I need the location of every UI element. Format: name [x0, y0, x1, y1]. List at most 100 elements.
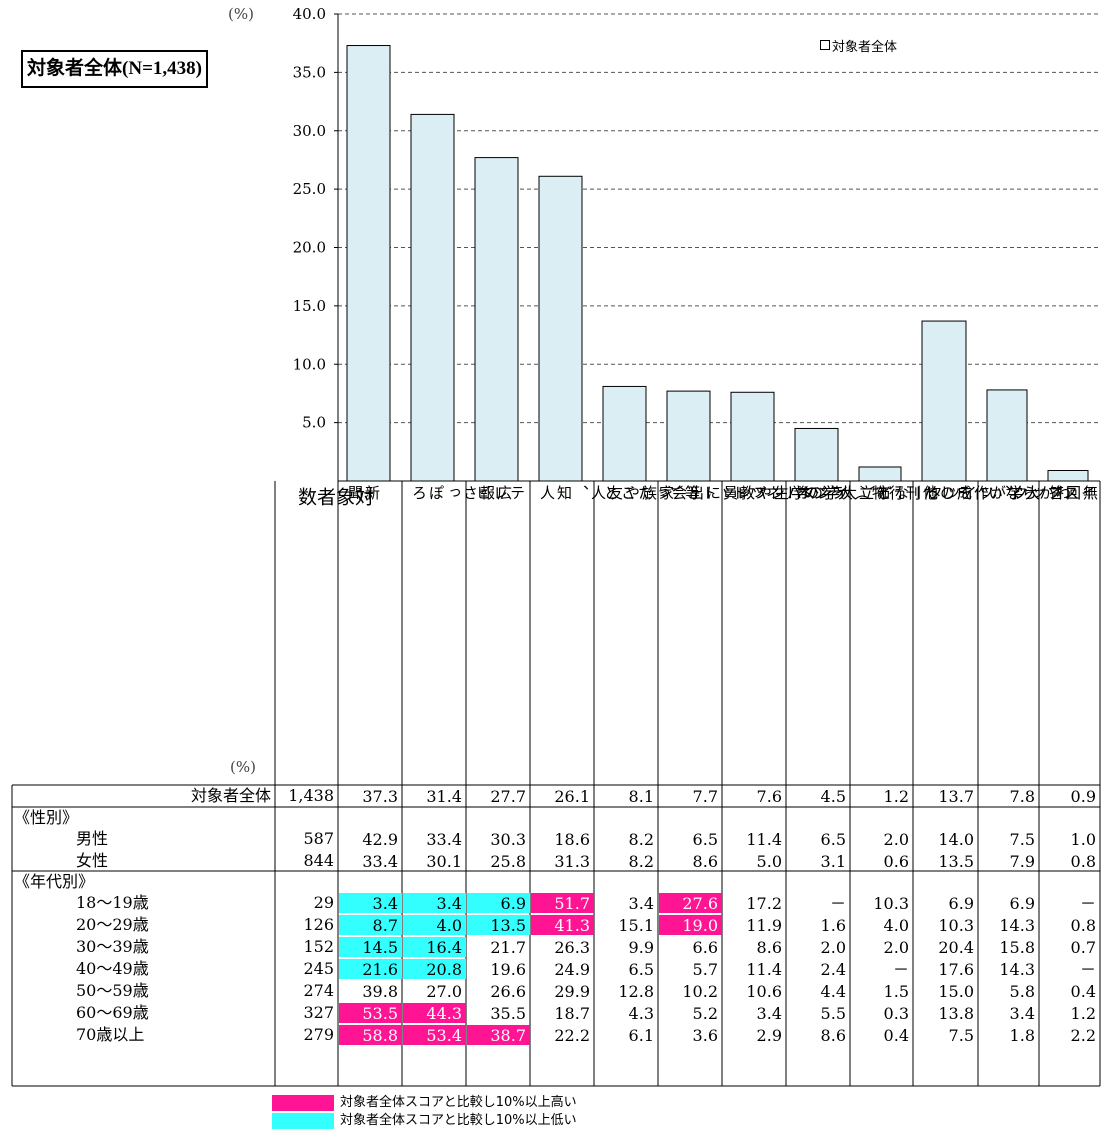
- bar-1: [346, 45, 391, 482]
- value-cell: 13.8: [938, 1004, 974, 1023]
- bar-11: [986, 389, 1028, 482]
- value-cell: 21.7: [490, 938, 526, 957]
- section-label: 《年代別》: [14, 872, 95, 891]
- chart-title: 対象者全体(N=1,438): [21, 50, 208, 88]
- value-cell: 25.8: [490, 852, 526, 871]
- bar-8: [794, 427, 839, 482]
- value-cell: 4.5: [820, 787, 846, 806]
- value-cell: 0.3: [883, 1004, 909, 1023]
- category-label: そ の 他: [921, 485, 973, 503]
- value-cell: 4.4: [820, 982, 846, 1001]
- row-label: 女性: [76, 851, 109, 870]
- value-cell: 15.1: [618, 916, 654, 935]
- category-label: 新 聞: [346, 485, 381, 503]
- value-cell: 7.6: [756, 787, 782, 806]
- value-cell: 4.3: [628, 1004, 654, 1023]
- table-unit: (%): [230, 758, 256, 776]
- category-label: Ｓ Ｎ Ｓ （ フ ェ イ ス ブ ッ ク 、 ツ イ ッ タ ー な ど ）: [858, 485, 1102, 503]
- value-cell: 38.7: [467, 1025, 530, 1045]
- value-cell: 22.2: [554, 1026, 590, 1045]
- value-cell: 7.5: [948, 1026, 974, 1045]
- value-cell: 0.7: [1070, 938, 1096, 957]
- value-cell: 3.4: [628, 894, 654, 913]
- bar-5: [602, 385, 647, 482]
- count-cell: 844: [303, 851, 334, 870]
- footnote-label: 対象者全体スコアと比較し10%以上高い: [340, 1095, 577, 1110]
- value-cell: 8.6: [756, 938, 782, 957]
- footnote-label: 対象者全体スコアと比較し10%以上低い: [340, 1113, 577, 1128]
- value-cell: 19.6: [490, 960, 526, 979]
- value-cell: 10.3: [873, 894, 909, 913]
- value-cell: 3.6: [692, 1026, 718, 1045]
- y-tick-label: 35.0: [293, 63, 326, 81]
- value-cell: －: [829, 894, 846, 913]
- value-cell: 21.6: [339, 959, 402, 979]
- category-label: わ か ら な い: [986, 485, 1072, 503]
- category-label: イ ン タ ー ネ ッ ト: [730, 485, 850, 503]
- value-cell: 1.2: [883, 787, 909, 806]
- bar-6: [666, 390, 711, 482]
- value-cell: 15.8: [999, 938, 1035, 957]
- value-cell: 12.8: [618, 982, 654, 1001]
- value-cell: 1.6: [820, 916, 846, 935]
- value-cell: 5.7: [692, 960, 718, 979]
- footnote: 対象者全体スコアと比較し10%以上低い: [272, 1113, 577, 1129]
- value-cell: 24.9: [554, 960, 590, 979]
- bar-3: [474, 157, 519, 482]
- value-cell: 5.8: [1009, 982, 1035, 1001]
- value-cell: 29.9: [554, 982, 590, 1001]
- category-label: 家 族 や 友 人 、 知 人: [538, 485, 675, 503]
- legend-swatch: [820, 40, 830, 50]
- value-cell: 0.4: [1070, 982, 1096, 1001]
- value-cell: －: [1079, 960, 1096, 979]
- legend-label: 対象者全体: [832, 40, 898, 55]
- value-cell: 0.8: [1070, 916, 1096, 935]
- bar-10: [921, 320, 967, 482]
- category-label: 無 回 答: [1047, 485, 1099, 503]
- y-tick-label: 25.0: [293, 180, 326, 198]
- value-cell: 35.5: [490, 1004, 526, 1023]
- value-cell: 6.9: [948, 894, 974, 913]
- value-cell: 1.0: [1070, 830, 1096, 849]
- value-cell: 2.9: [756, 1026, 782, 1045]
- value-cell: 0.4: [883, 1026, 909, 1045]
- value-cell: 14.3: [999, 960, 1035, 979]
- value-cell: 2.2: [1070, 1026, 1096, 1045]
- value-cell: 11.9: [746, 916, 782, 935]
- value-cell: 7.8: [1009, 787, 1035, 806]
- value-cell: －: [1079, 894, 1096, 913]
- count-cell: 587: [303, 829, 334, 848]
- value-cell: 51.7: [531, 893, 594, 913]
- value-cell: 1.2: [1070, 1004, 1096, 1023]
- value-cell: 8.2: [628, 852, 654, 871]
- bar-9: [858, 466, 902, 482]
- value-cell: 37.3: [362, 787, 398, 806]
- row-label: 70歳以上: [76, 1025, 145, 1044]
- value-cell: 5.2: [692, 1004, 718, 1023]
- value-cell: 3.4: [403, 893, 466, 913]
- value-cell: 31.3: [554, 852, 590, 871]
- value-cell: 4.0: [403, 915, 466, 935]
- row-label: 30～39歳: [76, 937, 149, 956]
- value-cell: 44.3: [403, 1003, 466, 1023]
- value-cell: 9.9: [628, 938, 654, 957]
- value-cell: 3.1: [820, 852, 846, 871]
- row-label: 18～19歳: [76, 893, 149, 912]
- count-cell: 327: [303, 1003, 334, 1022]
- category-label: 広 報 さ っ ぽ ろ: [410, 485, 513, 503]
- value-cell: 3.4: [756, 1004, 782, 1023]
- value-cell: 26.3: [554, 938, 590, 957]
- value-cell: 1.5: [883, 982, 909, 1001]
- count-header: 対 象 者 数: [295, 487, 374, 510]
- value-cell: 14.0: [938, 830, 974, 849]
- bar-7: [730, 391, 775, 482]
- value-cell: 2.0: [883, 938, 909, 957]
- value-cell: 30.3: [490, 830, 526, 849]
- value-cell: 13.5: [938, 852, 974, 871]
- value-cell: 7.7: [692, 787, 718, 806]
- value-cell: 11.4: [746, 960, 782, 979]
- row-label: 男性: [76, 829, 109, 848]
- value-cell: 5.5: [820, 1004, 846, 1023]
- value-cell: 10.3: [938, 916, 974, 935]
